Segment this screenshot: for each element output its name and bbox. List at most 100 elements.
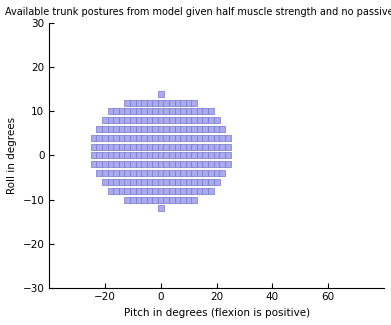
Point (130, 126, 136, 132)
Point (169, 144, 175, 149)
Point (203, 171, 209, 176)
Point (197, 144, 203, 149)
Point (118, 135, 125, 140)
Point (130, 118, 136, 123)
Point (152, 162, 158, 167)
Point (186, 197, 192, 202)
Point (174, 171, 181, 176)
Point (169, 188, 175, 193)
Point (158, 91, 164, 97)
Point (113, 144, 119, 149)
Point (163, 126, 170, 132)
Point (102, 135, 108, 140)
Point (197, 118, 203, 123)
Point (225, 153, 231, 158)
Point (158, 144, 164, 149)
Point (118, 144, 125, 149)
Point (108, 126, 114, 132)
Point (108, 188, 114, 193)
Point (152, 197, 158, 202)
Point (130, 179, 136, 185)
Point (113, 179, 119, 185)
Point (203, 179, 209, 185)
Point (174, 153, 181, 158)
Point (213, 162, 220, 167)
Point (208, 188, 214, 193)
Point (208, 153, 214, 158)
Point (141, 162, 147, 167)
Y-axis label: Roll in degrees: Roll in degrees (7, 117, 17, 194)
Point (135, 171, 142, 176)
Point (163, 100, 170, 105)
Point (124, 162, 131, 167)
Point (213, 135, 220, 140)
Point (124, 188, 131, 193)
Point (141, 144, 147, 149)
Point (180, 162, 186, 167)
Point (180, 179, 186, 185)
Point (147, 135, 153, 140)
Point (186, 126, 192, 132)
Point (141, 109, 147, 114)
Point (186, 188, 192, 193)
Point (108, 135, 114, 140)
Point (96, 135, 102, 140)
Point (152, 153, 158, 158)
Point (91, 162, 97, 167)
Point (152, 118, 158, 123)
Point (197, 153, 203, 158)
Point (102, 126, 108, 132)
Point (91, 144, 97, 149)
Point (169, 100, 175, 105)
Point (130, 171, 136, 176)
Point (141, 100, 147, 105)
Point (91, 135, 97, 140)
Point (203, 135, 209, 140)
Point (197, 135, 203, 140)
Point (141, 179, 147, 185)
Point (213, 118, 220, 123)
Point (130, 100, 136, 105)
Point (174, 126, 181, 132)
Point (102, 144, 108, 149)
Point (203, 153, 209, 158)
Point (96, 162, 102, 167)
Point (141, 126, 147, 132)
Point (208, 118, 214, 123)
Point (197, 179, 203, 185)
Point (147, 126, 153, 132)
Point (186, 153, 192, 158)
Point (147, 109, 153, 114)
Point (169, 109, 175, 114)
Point (219, 126, 225, 132)
Point (96, 153, 102, 158)
Point (163, 162, 170, 167)
Point (163, 118, 170, 123)
Point (147, 162, 153, 167)
Point (174, 100, 181, 105)
Point (186, 171, 192, 176)
Point (225, 144, 231, 149)
Point (130, 162, 136, 167)
Point (163, 179, 170, 185)
Point (113, 118, 119, 123)
Point (135, 109, 142, 114)
Point (158, 100, 164, 105)
Point (152, 144, 158, 149)
Point (163, 188, 170, 193)
Point (163, 171, 170, 176)
Point (191, 144, 197, 149)
Point (113, 188, 119, 193)
Point (158, 197, 164, 202)
Point (174, 144, 181, 149)
Point (191, 188, 197, 193)
Point (169, 153, 175, 158)
Point (91, 153, 97, 158)
Point (96, 171, 102, 176)
Point (124, 179, 131, 185)
Point (135, 188, 142, 193)
Point (203, 144, 209, 149)
Point (169, 135, 175, 140)
Point (191, 162, 197, 167)
Point (203, 126, 209, 132)
